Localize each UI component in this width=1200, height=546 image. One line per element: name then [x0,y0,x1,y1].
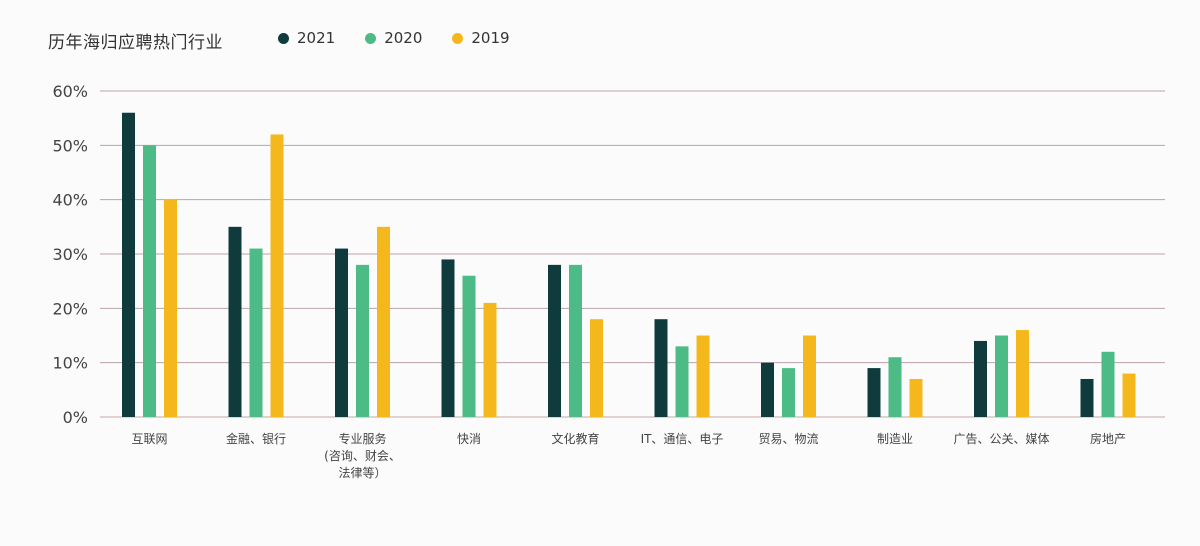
x-tick-label: 金融、银行 [226,431,286,446]
bar-2020 [356,264,369,417]
bar-2020 [995,335,1008,417]
x-tick-label: (咨询、财会、 [324,448,401,463]
bar-2021 [1080,378,1094,417]
y-tick-label: 10% [52,354,88,373]
bar-2019 [1016,330,1029,417]
bar-2021 [761,362,774,417]
x-tick-label: 文化教育 [551,431,599,446]
y-tick-label: 60% [52,82,88,101]
x-tick-label: 贸易、物流 [758,432,818,446]
legend: 2021 2020 2019 [278,29,510,47]
x-tick-label: 专业服务 [338,431,386,446]
bar-2021 [974,340,987,417]
legend-label-2019: 2019 [471,29,510,47]
x-tick-label: 法律等） [338,466,386,480]
x-tick-label: 快消 [457,432,481,446]
legend-swatch-2021 [278,32,289,44]
bar-2020 [462,275,476,417]
legend-label-2021: 2021 [297,29,336,47]
chart-title: 历年海归应聘热门行业 [48,33,223,53]
bar-2019 [270,134,284,417]
bar-2019 [1122,373,1136,417]
bar-2021 [228,226,242,417]
bar-2020 [782,368,795,417]
bar-2019 [696,335,710,417]
x-tick-label: 互联网 [131,432,167,446]
bar-2019 [377,226,390,417]
x-tick-label: IT、通信、电子 [641,432,724,446]
bar-2021 [122,112,135,417]
bar-2020 [569,264,582,417]
x-tick-label: 房地产 [1090,431,1126,446]
legend-swatch-2020 [365,32,377,44]
y-tick-label: 0% [63,408,88,427]
bar-2021 [441,259,455,417]
bar-2021 [654,319,668,417]
bar-2020 [143,145,156,418]
bar-2019 [590,319,603,417]
bar-2021 [548,264,561,417]
y-tick-label: 20% [52,299,88,318]
legend-item-2019: 2019 [452,29,510,47]
y-tick-label: 50% [52,136,88,155]
bar-2020 [1101,351,1115,417]
bar-2021 [335,248,348,417]
bar-2020 [888,357,902,417]
legend-swatch-2019 [452,32,464,44]
legend-item-2021: 2021 [278,29,335,47]
legend-item-2020: 2020 [365,29,422,47]
bar-2019 [909,378,923,417]
bar-2020 [249,248,263,417]
y-tick-label: 30% [52,245,88,264]
x-tick-label: 制造业 [877,432,913,446]
bar-2020 [675,346,689,417]
y-tick-label: 40% [52,191,88,210]
bar-2019 [483,302,497,417]
bar-2021 [867,368,881,417]
x-tick-label: 广告、公关、媒体 [953,432,1049,446]
bar-2019 [803,335,816,417]
bar-2019 [164,199,177,417]
legend-label-2020: 2020 [384,29,423,47]
